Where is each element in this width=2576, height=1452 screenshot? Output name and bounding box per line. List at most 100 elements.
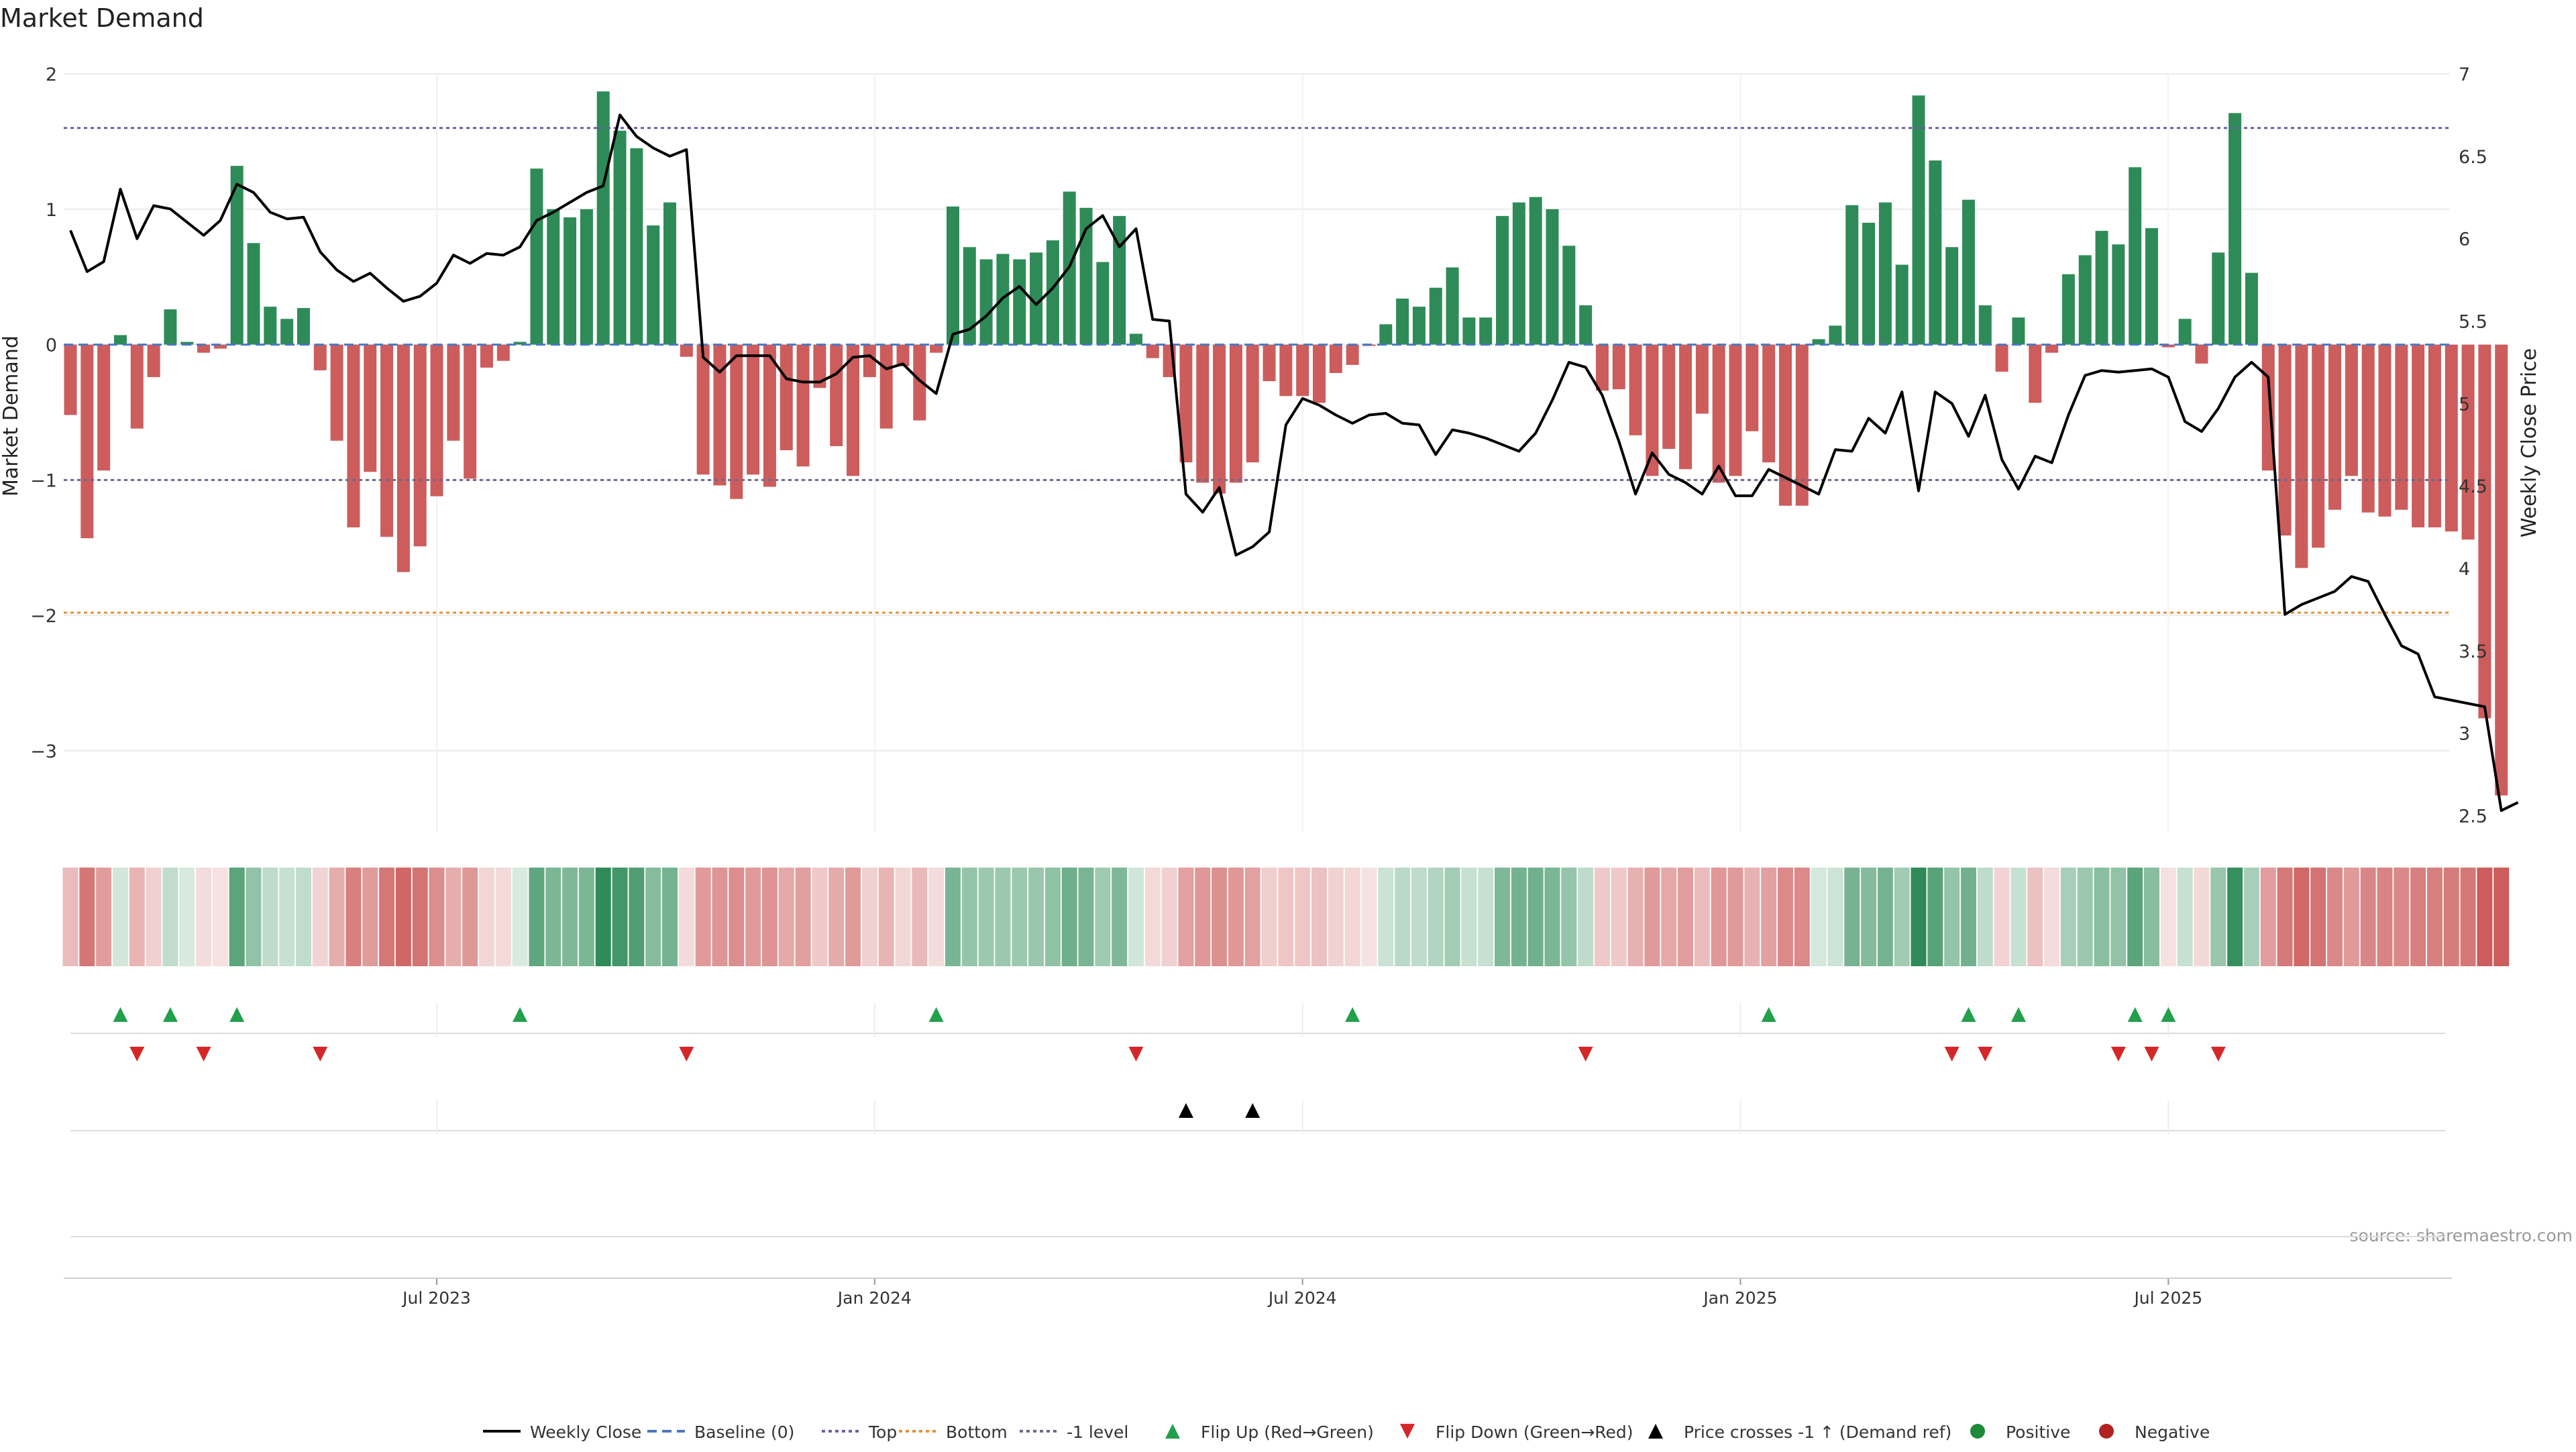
heat-cell [1195, 868, 1211, 966]
demand-bar [1013, 259, 1026, 345]
heat-cell [529, 868, 545, 966]
right-tick-label: 4.5 [2459, 476, 2487, 497]
demand-bar [2412, 344, 2425, 527]
heat-cell [1344, 868, 1360, 966]
legend-label: Baseline (0) [694, 1422, 794, 1442]
heat-cell [1894, 868, 1910, 966]
right-tick-label: 6 [2459, 229, 2470, 250]
demand-bar [1429, 287, 1442, 345]
heat-cell [795, 868, 811, 966]
price-cross-marker [1245, 1103, 1260, 1118]
demand-bar [1046, 240, 1059, 345]
heat-cell [778, 868, 794, 966]
legend-symbol [1400, 1424, 1415, 1439]
demand-bar [313, 344, 327, 370]
demand-bar [347, 344, 360, 527]
demand-bar [2161, 344, 2175, 348]
demand-bar [80, 344, 94, 539]
heat-cell [861, 868, 877, 966]
demand-bar [930, 344, 943, 353]
demand-bar [1396, 298, 1409, 345]
heat-cell [2310, 868, 2326, 966]
heat-cell [462, 868, 478, 966]
demand-bar [1113, 215, 1126, 345]
heat-cell [1078, 868, 1094, 966]
heat-cell [1361, 868, 1377, 966]
heat-cell [945, 868, 961, 966]
heat-cell [1278, 868, 1294, 966]
left-tick-label: −2 [30, 606, 57, 627]
demand-bar [1313, 344, 1326, 403]
demand-bar [130, 344, 144, 429]
heat-cell [112, 868, 128, 966]
heat-cell [2443, 868, 2459, 966]
heat-cell [1711, 868, 1727, 966]
demand-bar [1646, 344, 1659, 476]
heat-cell [612, 868, 628, 966]
demand-bar [696, 344, 710, 475]
heat-cell [562, 868, 578, 966]
flip-up-marker [113, 1007, 128, 1022]
demand-bar [97, 344, 111, 471]
demand-bar [147, 344, 160, 377]
flip-up-marker [1761, 1007, 1776, 1022]
demand-bar [1929, 160, 1942, 345]
demand-bar [1462, 317, 1476, 345]
heat-cell [828, 868, 845, 966]
heat-cell [1112, 868, 1128, 966]
right-tick-label: 4 [2459, 559, 2470, 580]
heat-cell [279, 868, 295, 966]
flip-down-marker [196, 1047, 211, 1061]
heat-cell [2410, 868, 2426, 966]
demand-bar [580, 209, 593, 345]
legend-label: Positive [2006, 1422, 2070, 1442]
heat-cell [1944, 868, 1960, 966]
heat-cell [229, 868, 245, 966]
demand-bar [2395, 344, 2408, 510]
demand-bar [979, 259, 993, 345]
demand-bar [1412, 307, 1426, 345]
demand-bar [1746, 344, 1759, 431]
demand-bar [780, 344, 793, 450]
demand-bar [1146, 344, 1159, 358]
demand-bar [680, 344, 693, 357]
demand-bar [2295, 344, 2308, 568]
flip-down-marker [1944, 1047, 1960, 1061]
x-tick-label: Jan 2025 [1702, 1288, 1777, 1308]
flip-down-marker [313, 1047, 328, 1061]
right-tick-label: 6.5 [2459, 147, 2487, 168]
heat-cell [329, 868, 345, 966]
heat-cell [678, 868, 694, 966]
chart-title: Market Demand [0, 3, 204, 33]
heat-cell [2060, 868, 2076, 966]
demand-bar [2245, 272, 2258, 345]
left-tick-label: 2 [46, 64, 57, 85]
demand-bar [413, 344, 427, 547]
flip-up-marker [513, 1007, 528, 1022]
demand-bar [2312, 344, 2325, 548]
demand-bar [2445, 344, 2458, 532]
heat-cell [2327, 868, 2343, 966]
flip-down-marker [2210, 1047, 2226, 1061]
heat-cell [246, 868, 262, 966]
heat-cell [2177, 868, 2193, 966]
demand-bar [2328, 344, 2342, 510]
legend-label: Weekly Close [530, 1422, 641, 1442]
heat-cell [445, 868, 462, 966]
heat-cell [928, 868, 945, 966]
demand-bar [113, 335, 127, 345]
heat-cell [1911, 868, 1927, 966]
right-tick-label: 7 [2459, 64, 2470, 85]
heat-cell [412, 868, 428, 966]
demand-bar [963, 247, 976, 345]
demand-bar [496, 344, 510, 361]
legend-symbol [1970, 1424, 1985, 1439]
heat-cell [312, 868, 328, 966]
heat-cell [1128, 868, 1144, 966]
heat-cell [2010, 868, 2027, 966]
demand-bar [847, 344, 860, 476]
heat-cell [1761, 868, 1777, 966]
heat-cell [1578, 868, 1594, 966]
demand-bar [447, 344, 460, 441]
flip-up-marker [2010, 1007, 2026, 1022]
